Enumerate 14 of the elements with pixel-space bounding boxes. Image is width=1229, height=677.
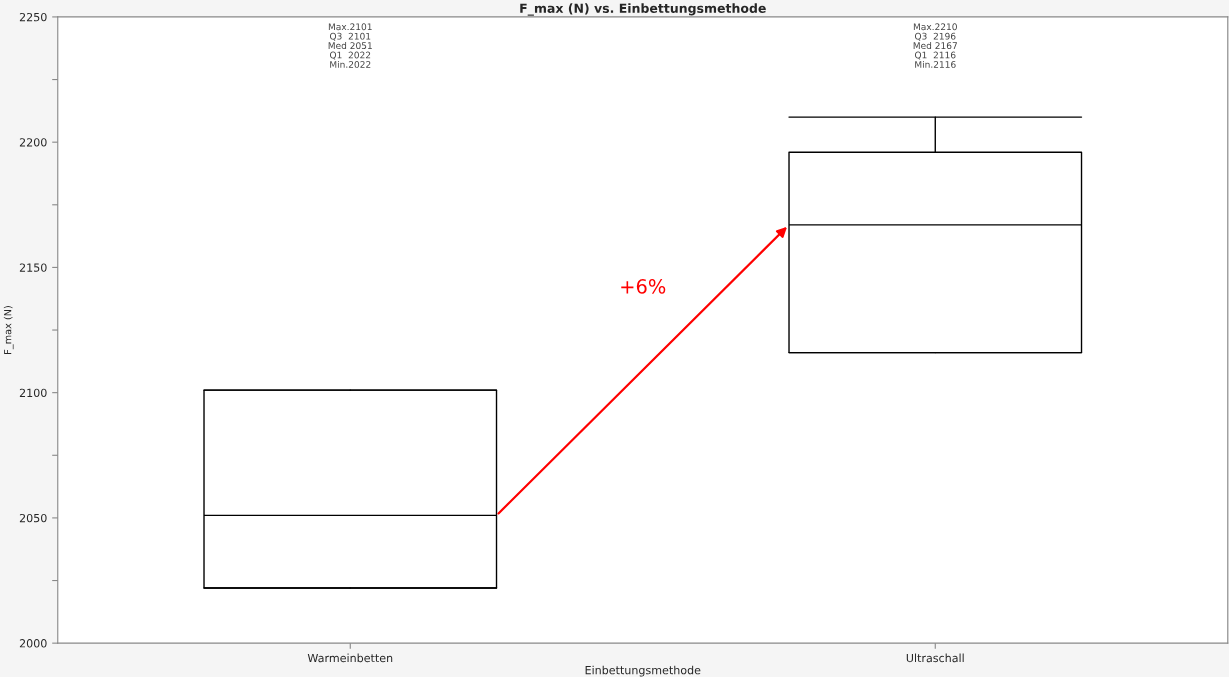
x-axis-title: Einbettungsmethode <box>585 665 701 677</box>
y-tick-label: 2200 <box>19 138 47 147</box>
annotation: Max.2210 Q3 2196 Med 2167 Q1 2116 Min.2116 <box>913 23 957 68</box>
annotation: Max.2101 Q3 2101 Med 2051 Q1 2022 Min.2022 <box>328 23 372 68</box>
y-axis-title: F_max (N) <box>3 306 14 354</box>
annotation: +6% <box>621 279 666 294</box>
y-tick-label: 2000 <box>19 639 47 648</box>
y-tick-label: 2100 <box>19 388 47 398</box>
y-tick-label: 2250 <box>19 12 47 22</box>
y-tick-label: 2050 <box>19 513 47 523</box>
x-tick-label: Warmeinbetten <box>307 653 393 663</box>
x-tick-label: Ultraschall <box>906 653 964 663</box>
chart-title: F_max (N) vs. Einbettungsmethode <box>520 3 766 16</box>
y-tick-label: 2150 <box>19 263 47 272</box>
